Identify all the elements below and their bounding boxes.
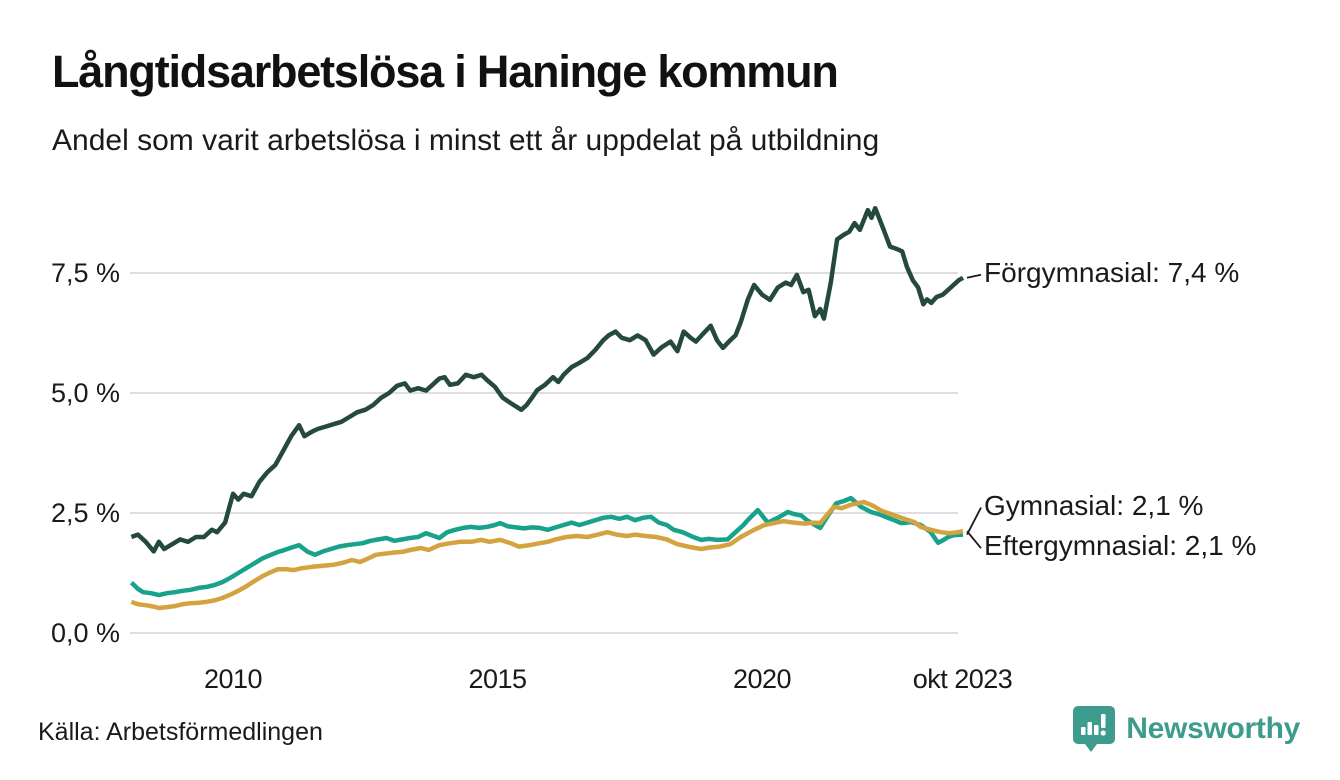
series-line-förgymnasial [130,205,965,554]
newsworthy-logo-icon [1073,706,1116,752]
end-label-connector-gymnasial [966,507,982,536]
end-label-connector-eftergymnasial [966,530,982,549]
series-line-eftergymnasial [130,499,964,611]
newsworthy-logo-text: Newsworthy [1126,712,1300,745]
source-note: Källa: Arbetsförmedlingen [38,718,323,746]
end-label-connector-förgymnasial [966,273,982,279]
page-title: Långtidsarbetslösa i Haninge kommun [52,46,839,97]
newsworthy-logo: Newsworthy [1072,703,1300,755]
chart-subtitle: Andel som varit arbetslösa i minst ett å… [52,124,880,157]
